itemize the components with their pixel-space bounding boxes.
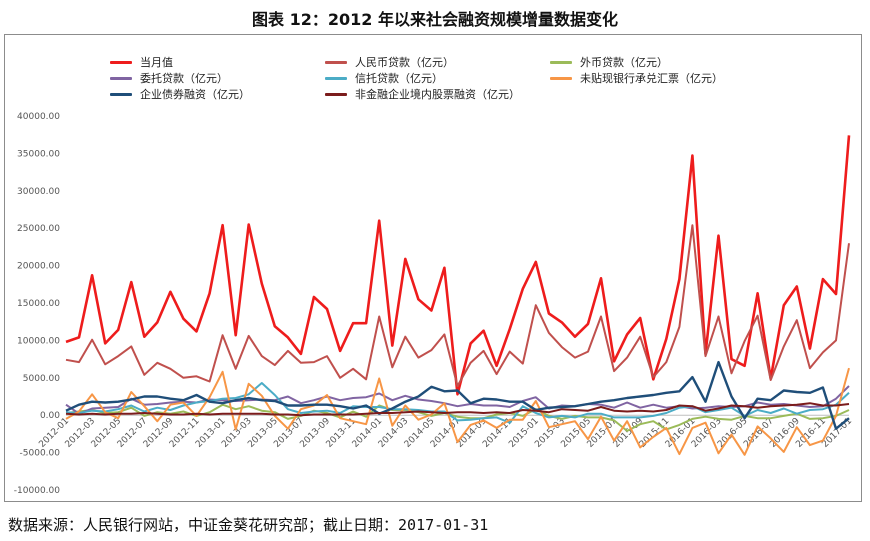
y-tick-label: 5000.00 [23, 374, 60, 384]
series-line-5 [65, 367, 850, 456]
legend-item-1: 人民币贷款（亿元） [325, 54, 454, 70]
legend-label: 信托贷款（亿元） [355, 72, 443, 85]
legend-swatch [110, 92, 132, 96]
y-tick-label: -10000.00 [14, 486, 60, 496]
series-line-6 [65, 360, 850, 430]
legend-item-0: 当月值 [110, 54, 173, 70]
legend-item-7: 非金融企业境内股票融资（亿元） [325, 86, 520, 102]
legend-swatch [110, 76, 132, 80]
y-tick-label: 20000.00 [17, 262, 60, 272]
legend-label: 企业债券融资（亿元） [140, 88, 250, 101]
legend-swatch [550, 76, 572, 80]
legend-item-2: 外币贷款（亿元） [550, 54, 668, 70]
series-line-1 [65, 224, 850, 387]
legend-item-5: 未贴现银行承兑汇票（亿元） [550, 70, 723, 86]
legend-label: 非金融企业境内股票融资（亿元） [355, 88, 520, 101]
y-tick-label: 0.00 [40, 411, 60, 421]
legend-swatch [325, 92, 347, 96]
series-line-4 [65, 382, 850, 424]
chart-frame [4, 34, 862, 502]
series-line-7 [65, 402, 850, 417]
legend-swatch [325, 60, 347, 64]
legend-item-6: 企业债券融资（亿元） [110, 86, 250, 102]
legend-label: 外币贷款（亿元） [580, 56, 668, 69]
series-lines [65, 135, 851, 456]
y-tick-label: 25000.00 [17, 224, 60, 234]
source-note: 数据来源：人民银行网站，中证金葵花研究部；截止日期：2017-01-31 [8, 516, 489, 534]
legend-label: 人民币贷款（亿元） [355, 56, 454, 69]
legend-label: 当月值 [140, 56, 173, 69]
y-tick-label: 35000.00 [17, 149, 60, 159]
legend-item-3: 委托贷款（亿元） [110, 70, 228, 86]
legend-item-4: 信托贷款（亿元） [325, 70, 443, 86]
y-tick-label: 40000.00 [17, 112, 60, 122]
y-tick-label: 10000.00 [17, 336, 60, 346]
series-line-0 [65, 135, 851, 396]
legend-label: 未贴现银行承兑汇票（亿元） [580, 72, 723, 85]
legend-swatch [550, 60, 572, 64]
legend-swatch [325, 76, 347, 80]
y-tick-label: 15000.00 [17, 299, 60, 309]
legend-swatch [110, 60, 132, 64]
y-tick-label: -5000.00 [20, 449, 61, 459]
y-tick-label: 30000.00 [17, 187, 60, 197]
legend-label: 委托贷款（亿元） [140, 72, 228, 85]
chart-title: 图表 12：2012 年以来社会融资规模增量数据变化 [252, 10, 618, 29]
y-axis: 40000.00 35000.00 30000.00 25000.00 20000.00… [14, 112, 60, 496]
